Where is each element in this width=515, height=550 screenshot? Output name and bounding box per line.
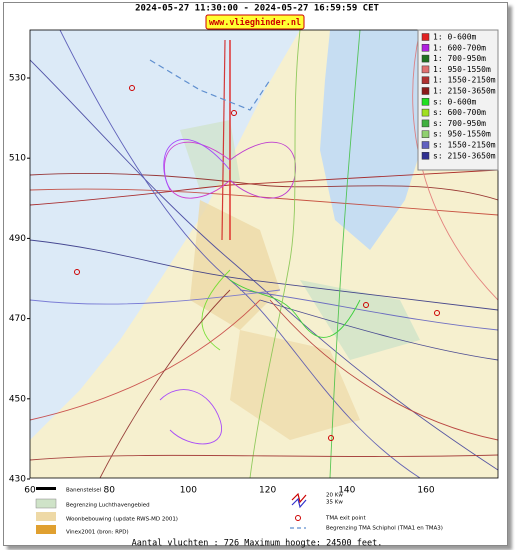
map-legend-label: Banenstelsel <box>66 488 102 494</box>
legend-label: s: 700-950m <box>433 119 486 128</box>
legend-swatch <box>421 119 430 128</box>
y-tick-label: 490 <box>9 234 26 244</box>
legend-label: 1: 0-600m <box>433 33 477 42</box>
legend-label: s: 950-1550m <box>433 130 491 139</box>
vinex-swatch <box>36 525 56 534</box>
legend-label: 1: 1550-2150m <box>433 76 496 85</box>
legend-label: s: 1550-2150m <box>433 141 496 150</box>
kw-symbol <box>291 492 307 504</box>
legend-swatch <box>421 44 430 52</box>
legend-swatch <box>421 54 430 63</box>
map-legend-label: Begrenzing Luchthavengebied <box>66 503 150 509</box>
legend-swatch <box>421 98 430 106</box>
legend-swatch <box>421 152 430 160</box>
map-legend-label: 35 Kw <box>326 500 343 506</box>
legend-swatch <box>421 108 430 117</box>
title: 2024-05-27 11:30:00 - 2024-05-27 16:59:5… <box>135 4 379 14</box>
kw-symbol <box>291 497 307 509</box>
site-badge <box>205 14 305 30</box>
legend-swatch <box>421 87 430 95</box>
x-tick-label: 80 <box>103 486 115 496</box>
map-legend-label: 20 Kw <box>326 493 343 499</box>
y-tick-label: 510 <box>9 154 26 164</box>
y-tick-label: 530 <box>9 74 26 84</box>
x-tick-label: 120 <box>259 486 276 496</box>
x-tick-label: 160 <box>417 486 434 496</box>
legend-label: 1: 600-700m <box>433 43 486 52</box>
legend-box <box>417 29 499 171</box>
legend-swatch <box>421 65 430 74</box>
legend-label: 1: 700-950m <box>433 54 486 63</box>
map-legend-label: Vinex2001 (bron: RPD) <box>66 530 129 536</box>
map-area <box>30 30 498 478</box>
legend-label: 1: 950-1550m <box>433 65 491 74</box>
y-tick-label: 450 <box>9 394 26 404</box>
legend-swatch <box>421 76 430 84</box>
footer: Aantal vluchten : 726 Maximum hoogte: 24… <box>132 539 383 549</box>
x-tick-label: 100 <box>180 486 197 496</box>
map-legend-label: Woonbebouwing (update RWS-MD 2001) <box>66 517 178 523</box>
housing-swatch <box>36 512 56 521</box>
y-tick-label: 430 <box>9 475 26 485</box>
legend-label: s: 600-700m <box>433 108 486 117</box>
runway-swatch <box>36 487 56 490</box>
legend-label: s: 0-600m <box>433 97 477 106</box>
legend-swatch <box>421 130 430 138</box>
legend-label: 1: 2150-3650m <box>433 87 496 96</box>
legend-swatch <box>421 33 430 41</box>
map-legend-label: Begrenzing TMA Schiphol (TMA1 en TMA3) <box>326 526 443 532</box>
x-tick-label: 60 <box>24 486 36 496</box>
x-tick-label: 140 <box>338 486 355 496</box>
site-url: www.vlieghinder.nl <box>209 17 301 28</box>
legend-swatch <box>421 141 430 149</box>
tma-exit-symbol <box>295 515 301 521</box>
legend-label: s: 2150-3650m <box>433 151 496 160</box>
boundary-swatch <box>35 498 57 509</box>
y-tick-label: 470 <box>9 314 26 324</box>
map-legend-label: TMA exit point <box>325 516 366 522</box>
